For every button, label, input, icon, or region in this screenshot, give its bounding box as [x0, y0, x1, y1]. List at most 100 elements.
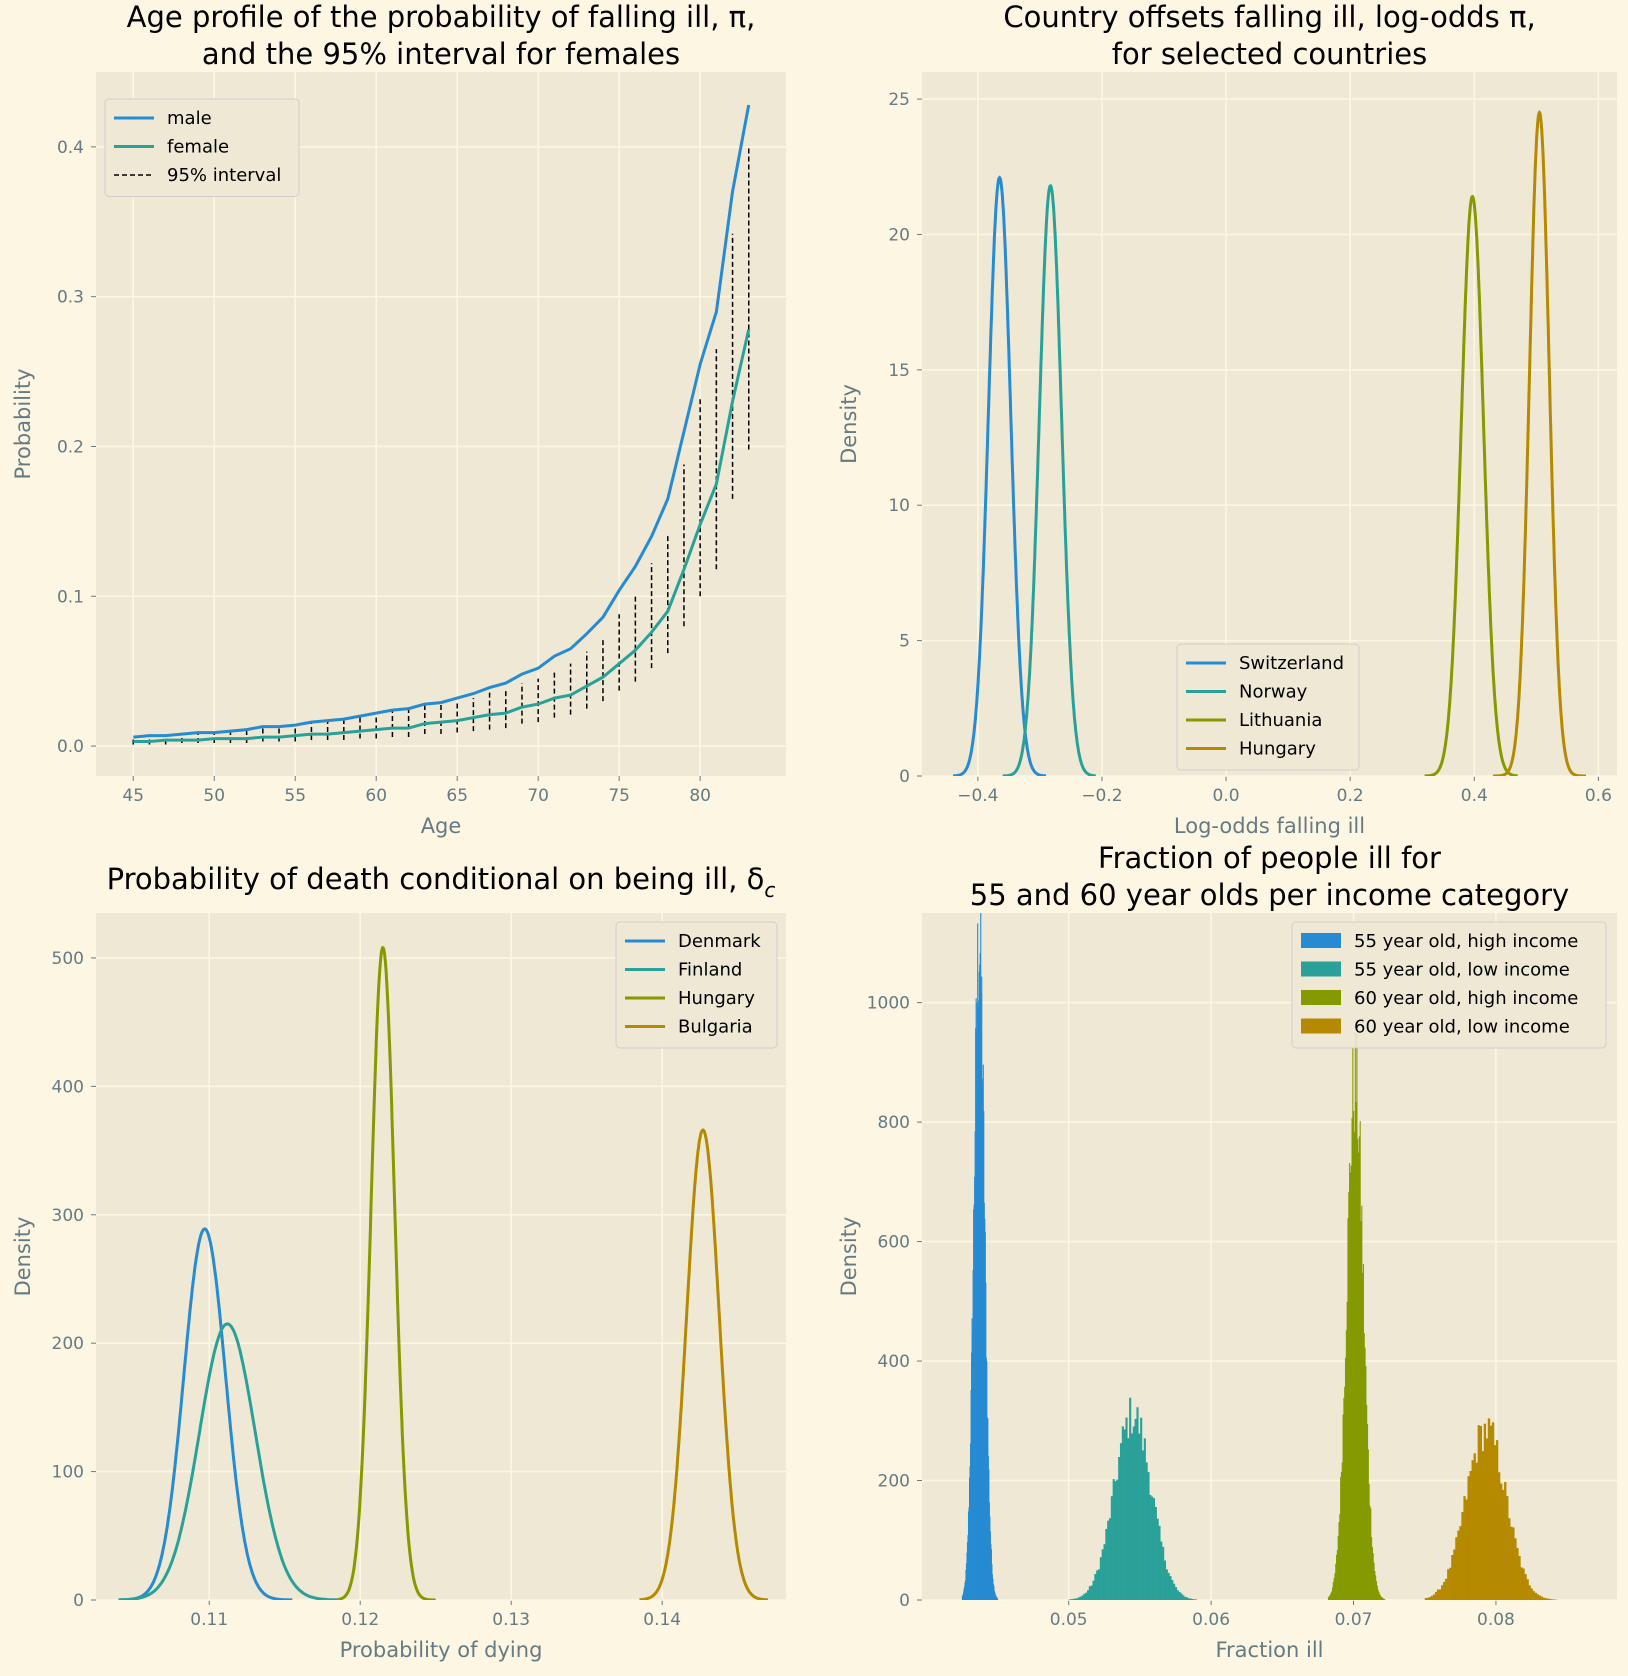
- chart-title-line-1: Country offsets falling ill, log-odds π,: [1003, 0, 1535, 34]
- histogram-bar: [1176, 1590, 1179, 1600]
- x-tick-label: 0.4: [1461, 786, 1488, 806]
- legend-label: Hungary: [678, 988, 755, 1009]
- histogram-bar: [1127, 1438, 1130, 1600]
- y-tick-label: 0.3: [57, 288, 84, 308]
- histogram-bar: [1493, 1445, 1497, 1600]
- histogram-bar: [1340, 1476, 1342, 1600]
- histogram-bar: [1379, 1595, 1382, 1600]
- histogram-bar: [1528, 1585, 1531, 1600]
- histogram-bar: [1068, 1599, 1071, 1600]
- x-tick-label: −0.2: [1081, 786, 1122, 806]
- histogram-bar: [1138, 1433, 1141, 1600]
- histogram-bar: [1090, 1585, 1093, 1600]
- legend-label: Switzerland: [1239, 653, 1344, 674]
- histogram-bar: [1381, 1597, 1383, 1600]
- histogram-bar: [1081, 1595, 1084, 1600]
- histogram-bar: [1344, 1386, 1346, 1600]
- histogram-bar: [1447, 1569, 1450, 1600]
- histogram-bar: [1354, 1032, 1356, 1600]
- histogram-bar: [1380, 1596, 1382, 1600]
- histogram-bar: [1504, 1481, 1507, 1600]
- legend-label: Lithuania: [1239, 710, 1322, 731]
- histogram-bar: [1363, 1333, 1365, 1600]
- histogram-bar: [1467, 1476, 1470, 1600]
- histogram-bar: [1432, 1594, 1436, 1600]
- histogram-bar: [1195, 1599, 1198, 1600]
- histogram-bar: [1544, 1598, 1548, 1600]
- x-axis-label: Fraction ill: [1215, 1638, 1323, 1662]
- y-tick-label: 200: [878, 1472, 910, 1492]
- histogram-bar: [1366, 1404, 1368, 1600]
- histogram-bar: [1123, 1429, 1126, 1600]
- histogram-bar: [1522, 1568, 1525, 1600]
- histogram-bar: [1158, 1525, 1161, 1600]
- chart-title-main: Probability of death conditional on bein…: [107, 862, 765, 896]
- density-curve-denmark: [118, 1227, 293, 1600]
- histogram-bar: [1457, 1530, 1460, 1600]
- histogram-bar: [1449, 1567, 1452, 1600]
- histogram-bar: [1495, 1440, 1499, 1600]
- histogram-bar: [1083, 1593, 1086, 1600]
- density-curve-finland: [118, 1322, 338, 1600]
- histogram-bar: [1548, 1598, 1552, 1600]
- legend-label: 60 year old, high income: [1354, 988, 1578, 1009]
- histogram-bar: [1518, 1555, 1521, 1600]
- x-tick-label: 0.2: [1337, 786, 1364, 806]
- histogram-bar: [1479, 1425, 1483, 1600]
- histogram-bar: [1424, 1598, 1428, 1600]
- histogram-bar: [1477, 1425, 1480, 1600]
- histogram-bar: [1103, 1544, 1106, 1600]
- histogram-bar: [1538, 1595, 1542, 1600]
- histogram-bar: [1108, 1518, 1112, 1600]
- histogram-bar: [1152, 1498, 1156, 1600]
- histogram-bar: [1510, 1526, 1513, 1600]
- histogram-bar: [1116, 1479, 1119, 1600]
- histogram-bar: [1487, 1418, 1491, 1600]
- histogram-bar: [1374, 1571, 1376, 1600]
- chart-title: Probability of death conditional on bein…: [107, 862, 776, 902]
- legend: Denmark Finland Hungary Bulgaria: [615, 921, 778, 1049]
- x-tick-label: 0.14: [643, 1610, 681, 1630]
- y-tick-label: 0: [73, 1591, 84, 1611]
- x-axis-label: Age: [421, 814, 462, 838]
- histogram-bar: [1379, 1593, 1381, 1600]
- histogram-bar: [1361, 1205, 1363, 1600]
- histogram-bar: [1455, 1537, 1458, 1600]
- histogram-bar: [1369, 1505, 1371, 1600]
- histogram-bar: [1349, 1163, 1351, 1600]
- histogram-bar: [1336, 1549, 1338, 1600]
- histogram-bar: [1119, 1443, 1123, 1600]
- histogram-bar: [1087, 1590, 1090, 1600]
- histogram-bar: [1099, 1557, 1102, 1600]
- legend-label: 60 year old, low income: [1354, 1017, 1570, 1038]
- histogram-bar: [1362, 1263, 1364, 1600]
- histogram-bar: [1338, 1522, 1340, 1600]
- histogram-bar: [1370, 1508, 1372, 1600]
- y-tick-label: 400: [878, 1352, 910, 1372]
- histogram-bar: [1330, 1593, 1332, 1600]
- histogram-bar: [1443, 1581, 1446, 1600]
- x-tick-label: 70: [527, 786, 549, 806]
- histogram-bar: [1445, 1578, 1448, 1600]
- histogram-bar: [1173, 1583, 1176, 1600]
- histogram-bar: [1542, 1597, 1546, 1600]
- x-tick-label: 60: [365, 786, 387, 806]
- x-tick-label: 75: [608, 786, 630, 806]
- histogram-bar: [1344, 1357, 1347, 1600]
- legend-label: female: [167, 137, 229, 158]
- histogram-bar: [1343, 1397, 1345, 1600]
- histogram-bar: [1101, 1549, 1104, 1600]
- histogram-bar: [1143, 1438, 1146, 1600]
- histogram-bar: [1375, 1575, 1377, 1600]
- histogram-bar: [1384, 1599, 1386, 1600]
- histogram-bar: [1336, 1554, 1338, 1600]
- histogram-bar: [1187, 1598, 1190, 1600]
- histogram-bar: [1461, 1512, 1464, 1600]
- legend: 55 year old, high income 55 year old, low…: [1291, 921, 1607, 1049]
- histogram-bar: [1366, 1424, 1369, 1600]
- histogram-bar: [1355, 1102, 1357, 1600]
- legend-swatch: [1301, 1018, 1341, 1034]
- histogram-bar: [1154, 1506, 1157, 1600]
- histogram-bar: [1070, 1599, 1073, 1600]
